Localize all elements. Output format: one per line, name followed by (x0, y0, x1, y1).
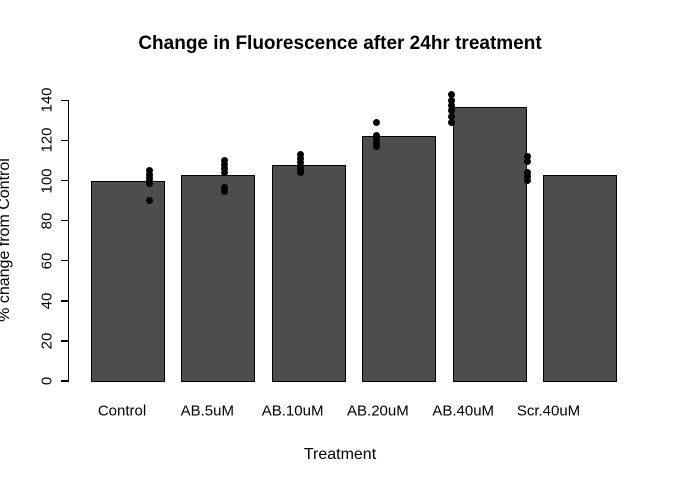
data-point-Scr.40uM (523, 153, 531, 161)
data-point-Control (145, 180, 153, 188)
data-point-AB.10uM (297, 151, 304, 158)
x-category-label-AB.5uM: AB.5uM (180, 402, 234, 420)
x-category-label-AB.10uM: AB.10uM (261, 402, 324, 420)
data-point-Scr.40uM (523, 169, 531, 177)
x-axis-title: Treatment (303, 446, 377, 463)
data-point-AB.20uM (372, 131, 380, 139)
x-category-label-Scr.40uM: Scr.40uM (516, 402, 581, 420)
data-point-AB.20uM (372, 118, 380, 126)
data-point-AB.40uM (448, 101, 456, 109)
bar-AB.5uM (181, 174, 256, 382)
x-category-label-AB.40uM: AB.40uM (432, 402, 495, 420)
y-axis-title: % change from Control (0, 158, 13, 322)
y-tick-label: 120 (38, 127, 56, 153)
y-tick-mark (60, 300, 68, 302)
data-point-Scr.40uM (523, 177, 531, 185)
data-point-AB.5uM (221, 157, 229, 165)
bar-AB.40uM (452, 107, 527, 382)
bar-Control (91, 180, 165, 382)
data-point-AB.5uM (221, 169, 229, 177)
y-tick-label: 100 (38, 168, 56, 194)
data-point-AB.40uM (448, 118, 456, 126)
y-tick-label: 20 (38, 332, 56, 350)
x-category-label-AB.20uM: AB.20uM (347, 402, 409, 420)
x-category-label-Control: Control (97, 402, 147, 420)
data-point-AB.40uM (448, 112, 456, 120)
data-point-Scr.40uM (523, 158, 531, 166)
data-point-AB.10uM (297, 155, 304, 163)
data-point-AB.10uM (297, 169, 304, 177)
y-tick-mark (60, 99, 68, 102)
y-tick-mark (60, 340, 68, 342)
y-tick-label: 0 (38, 376, 56, 386)
y-tick-label: 40 (38, 292, 56, 310)
y-tick-label: 140 (38, 87, 56, 113)
data-point-Control (145, 197, 153, 205)
y-tick-mark (60, 139, 68, 142)
data-point-AB.40uM (448, 90, 456, 98)
bar-AB.10uM (271, 164, 346, 382)
data-point-AB.20uM (372, 135, 380, 143)
y-tick-label: 80 (38, 212, 56, 229)
y-tick-mark (60, 219, 68, 222)
data-point-Control (145, 167, 153, 175)
y-tick-mark (60, 259, 68, 262)
data-point-AB.40uM (448, 106, 456, 114)
y-tick-mark (60, 380, 68, 382)
data-point-AB.5uM (221, 161, 229, 169)
data-point-AB.5uM (221, 165, 229, 173)
data-point-AB.40uM (448, 96, 456, 104)
data-point-AB.5uM (221, 184, 229, 192)
y-tick-mark (60, 179, 68, 182)
y-tick-label: 60 (38, 252, 56, 270)
data-point-AB.5uM (221, 188, 229, 196)
data-point-Scr.40uM (523, 173, 531, 181)
data-point-AB.10uM (297, 159, 304, 167)
y-axis-line (67, 100, 69, 383)
bar-AB.20uM (362, 136, 437, 382)
chart-title: Change in Fluorescence after 24hr treatm… (138, 33, 542, 54)
bar-Scr.40uM (543, 174, 617, 382)
data-point-AB.20uM (372, 142, 380, 150)
